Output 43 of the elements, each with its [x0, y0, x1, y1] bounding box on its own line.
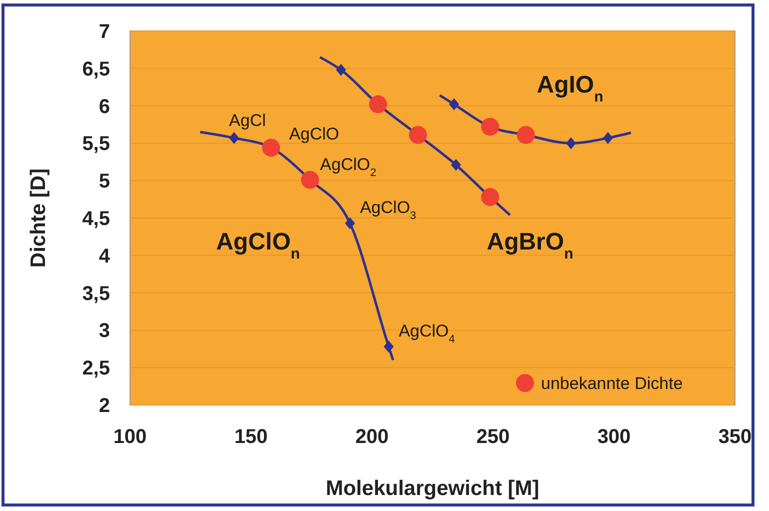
x-axis-title: Molekulargewicht [M] — [326, 477, 540, 500]
y-tick-label: 2 — [98, 395, 110, 417]
y-tick-label: 5,5 — [82, 133, 110, 156]
point — [516, 126, 535, 144]
x-tick-label: 200 — [355, 426, 389, 448]
y-tick-label: 6,5 — [82, 58, 110, 80]
y-tick-label: 7 — [98, 21, 110, 43]
y-tick-label: 3,5 — [82, 282, 110, 305]
y-tick-label: 3 — [98, 320, 110, 342]
x-tick-label: 150 — [234, 426, 268, 448]
point — [566, 137, 576, 150]
point — [384, 340, 394, 353]
point — [369, 95, 388, 114]
y-tick-label: 6 — [98, 96, 110, 118]
annotation: AgCl — [229, 110, 266, 130]
point — [602, 132, 613, 144]
annotation: AgClO$_{2}$ — [320, 154, 376, 179]
point — [450, 158, 461, 171]
annotation: AgClO$_{n}$ — [216, 228, 300, 262]
legend-label: unbekannte Dichte — [541, 374, 683, 393]
y-tick-label: 2,5 — [82, 358, 110, 380]
point — [301, 170, 320, 189]
x-tick-label: 250 — [476, 426, 510, 448]
point — [262, 138, 280, 157]
y-tick-label: 4,5 — [82, 208, 110, 230]
annotation: AgClO$_{3}$ — [360, 198, 416, 222]
point — [344, 217, 355, 230]
point — [408, 126, 427, 144]
annotation: AgClO$_{4}$ — [398, 322, 455, 346]
point — [229, 132, 240, 144]
y-axis-title: Dichte [D] — [27, 168, 50, 268]
x-tick-label: 350 — [718, 426, 752, 448]
point — [336, 64, 346, 76]
annotation: AgIO$_{n}$ — [536, 71, 604, 105]
y-tick-label: 5 — [98, 170, 110, 193]
annotation: AgClO — [289, 124, 340, 144]
y-tick-label: 4 — [98, 245, 111, 268]
point — [481, 118, 500, 136]
point — [449, 98, 460, 110]
x-tick-label: 100 — [113, 426, 147, 448]
annotation: AgBrO$_{n}$ — [486, 228, 574, 262]
point — [481, 188, 500, 206]
x-tick-label: 300 — [597, 426, 631, 448]
